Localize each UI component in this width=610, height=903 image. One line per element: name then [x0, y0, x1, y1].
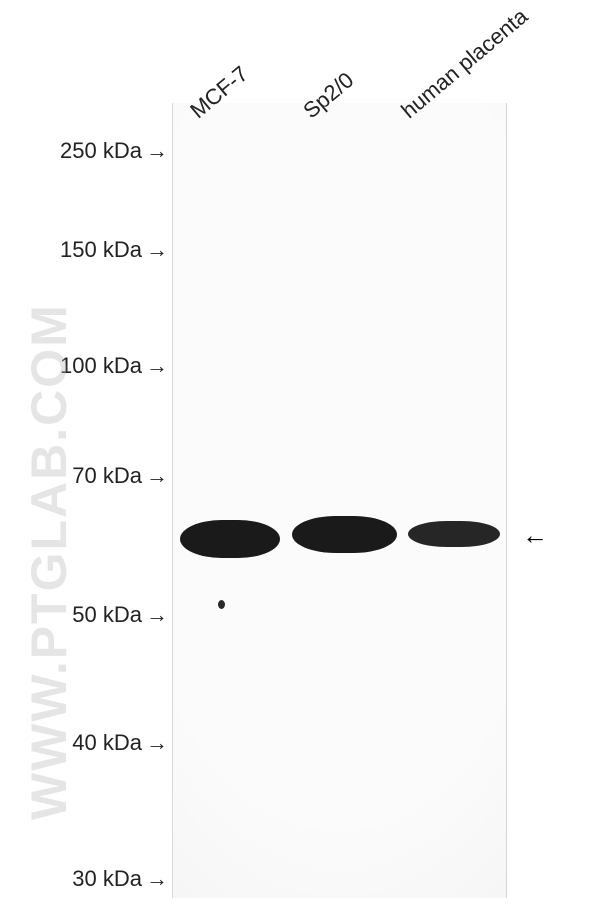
band-indicator-arrow-icon: ←	[522, 520, 548, 551]
marker-150: 150 kDa→	[38, 237, 168, 263]
marker-text: 150 kDa	[60, 237, 142, 262]
artifact-speck	[218, 600, 225, 609]
marker-text: 30 kDa	[72, 866, 142, 891]
marker-40: 40 kDa→	[50, 730, 168, 756]
band-lane-3	[408, 521, 500, 547]
blot-membrane	[172, 103, 507, 898]
marker-text: 250 kDa	[60, 138, 142, 163]
marker-text: 100 kDa	[60, 353, 142, 378]
arrow-icon: →	[146, 237, 168, 263]
band-lane-1	[180, 520, 280, 558]
marker-250: 250 kDa→	[38, 138, 168, 164]
marker-50: 50 kDa→	[50, 602, 168, 628]
marker-100: 100 kDa→	[38, 353, 168, 379]
figure-container: MCF-7 Sp2/0 human placenta 250 kDa→ 150 …	[0, 0, 610, 903]
marker-70: 70 kDa→	[50, 463, 168, 489]
arrow-icon: →	[146, 866, 168, 892]
marker-30: 30 kDa→	[50, 866, 168, 892]
marker-text: 70 kDa	[72, 463, 142, 488]
arrow-icon: →	[146, 463, 168, 489]
band-lane-2	[292, 516, 397, 553]
marker-text: 40 kDa	[72, 730, 142, 755]
membrane-shading	[173, 103, 506, 898]
marker-text: 50 kDa	[72, 602, 142, 627]
arrow-icon: →	[146, 602, 168, 628]
arrow-icon: →	[146, 138, 168, 164]
arrow-icon: →	[146, 730, 168, 756]
arrow-icon: →	[146, 353, 168, 379]
